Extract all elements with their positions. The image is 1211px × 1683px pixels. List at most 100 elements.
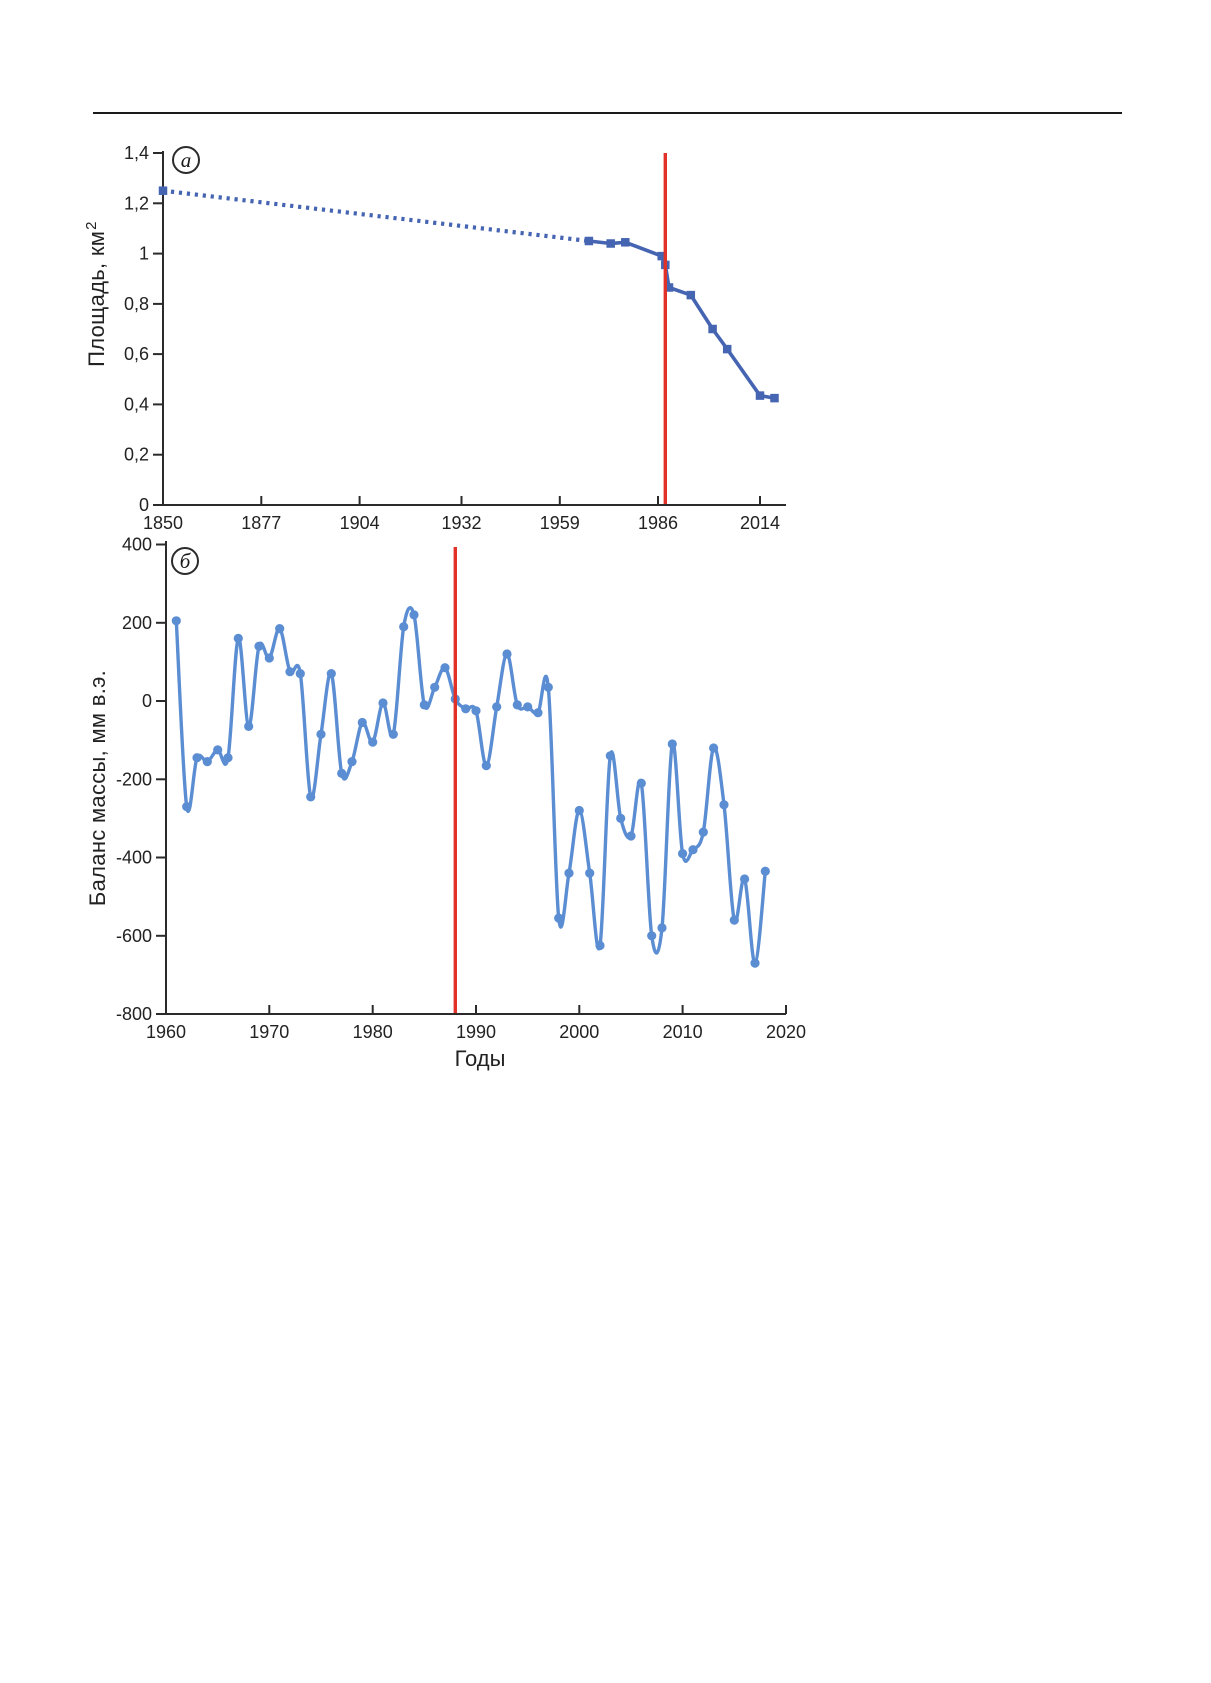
data-point-marker [755,391,765,400]
data-point-marker [492,702,502,712]
data-point-marker [678,849,688,859]
data-point-marker [430,682,440,692]
x-tick-label: 1932 [441,513,481,533]
data-point-marker [595,940,605,951]
data-point-marker [760,866,770,876]
x-tick-label: 1850 [143,513,183,533]
data-point-marker [182,802,192,812]
data-point-marker [419,700,429,710]
data-point-marker [357,717,367,728]
data-point-marker [722,344,732,354]
data-point-marker [605,751,615,761]
data-point-marker [409,610,419,620]
data-point-marker [686,290,696,300]
data-point-marker [316,729,326,739]
y-tick-label: 0,8 [124,294,149,314]
y-tick-label: 200 [122,613,152,633]
data-point-marker [233,633,243,644]
data-point-marker [512,700,522,710]
data-point-marker [719,800,729,810]
data-point-marker [574,805,584,816]
data-point-marker [585,868,595,878]
data-point-marker [213,745,223,755]
x-tick-label: 1986 [638,513,678,533]
data-point-marker [202,757,212,767]
y-tick-label: 1,4 [124,143,149,163]
data-point-marker [647,931,657,941]
data-point-marker [440,663,450,673]
x-tick-label: 1990 [456,1022,496,1042]
data-point-marker [709,743,719,753]
x-tick-label: 1904 [340,513,380,533]
data-point-marker [388,729,398,739]
panel-label-a: а [180,147,192,172]
y-tick-label: -800 [116,1004,152,1024]
chart-a-y-axis-title-text: Площадь, км [84,230,109,367]
data-point-marker [657,251,666,261]
data-point-marker [326,669,336,679]
x-tick-label: 1970 [249,1022,289,1042]
data-point-marker [158,186,168,195]
y-tick-label: 0 [142,691,152,711]
data-point-marker [264,653,274,663]
data-point-marker [616,813,626,824]
x-tick-label: 1877 [241,513,281,533]
y-tick-label: -400 [116,848,152,868]
data-point-marker [740,874,750,884]
chart-a-y-axis-title: Площадь, км 2 [83,134,114,454]
data-point-marker [523,702,533,712]
data-point-marker [192,753,202,763]
data-point-marker [621,238,630,247]
y-tick-label: 0,2 [124,445,149,465]
data-point-marker [378,698,388,708]
panel-label-a-circle: а [172,146,200,174]
series-line-mass-balance-annual [174,605,767,965]
data-point-marker [564,868,574,878]
data-point-marker [306,792,316,802]
data-point-marker [667,739,677,749]
data-point-marker [275,624,285,634]
data-point-marker [664,283,674,292]
data-point-marker [584,236,594,246]
data-point-marker [223,753,233,763]
data-point-marker [399,622,409,632]
data-point-marker [688,845,698,855]
y-tick-label: -600 [116,926,152,946]
data-point-marker [729,915,739,925]
data-point-marker [337,768,347,779]
data-point-marker [533,708,543,718]
data-point-marker [368,737,378,747]
data-point-marker [708,324,717,334]
data-point-marker [750,958,760,968]
panel-label-b-circle: б [171,547,199,575]
x-tick-label: 2010 [663,1022,703,1042]
data-point-marker [626,831,636,841]
data-point-marker [698,827,708,837]
data-point-marker [657,923,667,933]
chart-a-y-axis-title-superscript: 2 [83,221,100,230]
chart-b-y-axis-title: Баланс массы, мм в.э. [85,613,115,963]
x-tick-label: 1959 [540,513,580,533]
data-point-marker [636,778,646,788]
x-tick-label: 2000 [559,1022,599,1042]
data-point-marker [347,757,357,767]
data-point-marker [554,913,564,923]
x-tick-label: 1960 [146,1022,186,1042]
data-point-marker [295,669,305,679]
data-point-marker [502,649,512,659]
data-point-marker [606,239,615,248]
data-point-marker [543,682,553,692]
series-line-area-reconstructed-dotted [162,188,590,244]
x-tick-label: 1980 [353,1022,393,1042]
y-tick-label: 400 [122,535,152,555]
series-line-area-observed [588,239,775,400]
chart-b-y-axis-title-text: Баланс массы, мм в.э. [85,669,110,907]
page-top-rule [93,112,1122,114]
y-tick-label: -200 [116,769,152,789]
data-point-marker [285,667,295,677]
x-tick-label: 2014 [740,513,780,533]
data-point-marker [171,616,181,626]
x-tick-label: 2020 [766,1022,806,1042]
